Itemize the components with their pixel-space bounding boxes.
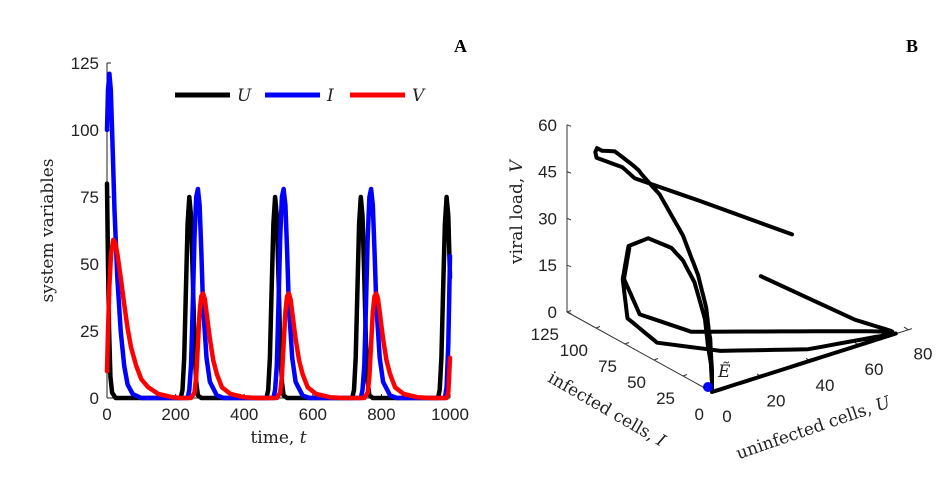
x-tick-label: 800 (367, 405, 395, 424)
phase-trajectory (593, 146, 898, 394)
i-tick-label: 100 (560, 341, 588, 360)
v-tick-mark (566, 264, 572, 268)
legend-label-U: U (237, 86, 252, 106)
v-tick-label: 0 (548, 303, 557, 322)
i-tick-label: 50 (627, 373, 646, 392)
panel-label-b: B (906, 36, 918, 56)
panel-label-a: A (454, 36, 467, 56)
v-tick-label: 30 (538, 209, 557, 228)
y-tick-label: 25 (80, 322, 99, 341)
x-tick-label: 200 (161, 405, 189, 424)
u-tick-label: 80 (914, 345, 933, 364)
equilibrium-point (703, 382, 713, 392)
y-axis-label: system variables (38, 158, 58, 302)
x-axis-label: time, t (250, 428, 306, 448)
x-tick-label: 0 (102, 405, 111, 424)
u-tick-label: 40 (816, 376, 835, 395)
equilibrium-label: Ẽ (717, 361, 731, 382)
y-tick-label: 0 (90, 389, 99, 408)
y-tick-label: 50 (80, 255, 99, 274)
v-tick-label: 45 (538, 163, 557, 182)
x-tick-label: 1000 (431, 405, 469, 424)
v-axis-label: viral load, V (507, 158, 527, 265)
legend-label-V: V (412, 86, 426, 106)
v-tick-mark (566, 124, 572, 127)
series-line-I (104, 71, 453, 401)
v-axis-label-variable: V (507, 158, 527, 172)
chart-a-time-series: 0 200 400 600 800 1000 0 25 50 75 100 125 time, t sys… (38, 54, 469, 448)
i-tick-label: 75 (598, 357, 617, 376)
v-tick-mark (566, 217, 572, 221)
i-tick-label: 25 (656, 389, 675, 408)
u-axis-label: uninfected cells, U (734, 392, 894, 464)
series-line-V (104, 237, 453, 401)
y-tick-label: 125 (71, 54, 99, 73)
i-tick-label: 0 (695, 405, 704, 424)
v-tick-label: 15 (538, 256, 557, 275)
i-tick-mark (682, 374, 688, 377)
x-axis-label-text: time, (250, 428, 299, 448)
x-axis-label-variable: t (300, 428, 307, 448)
u-tick-label: 20 (767, 391, 786, 410)
legend-label-I: I (326, 86, 334, 106)
u-tick-label: 0 (722, 407, 731, 426)
series-line-U (104, 181, 453, 401)
i-tick-mark (653, 358, 659, 361)
i-tick-mark (595, 326, 601, 329)
u-axis-label-text: uninfected cells, (734, 397, 880, 464)
i-tick-label: 125 (531, 325, 559, 344)
y-tick-label: 100 (71, 121, 99, 140)
x-tick-label: 600 (299, 405, 327, 424)
i-axis-line (566, 311, 713, 393)
u-tick-mark (903, 326, 909, 331)
u-tick-label: 60 (865, 360, 884, 379)
v-axis-label-text: viral load, (507, 172, 527, 265)
v-tick-mark (566, 171, 572, 174)
v-tick-label: 60 (538, 116, 557, 135)
y-tick-label: 75 (80, 188, 99, 207)
i-axis-label: infected cells, I (544, 368, 669, 452)
i-tick-mark (624, 342, 630, 345)
v-tick-mark (566, 311, 572, 314)
x-tick-label: 400 (230, 405, 258, 424)
